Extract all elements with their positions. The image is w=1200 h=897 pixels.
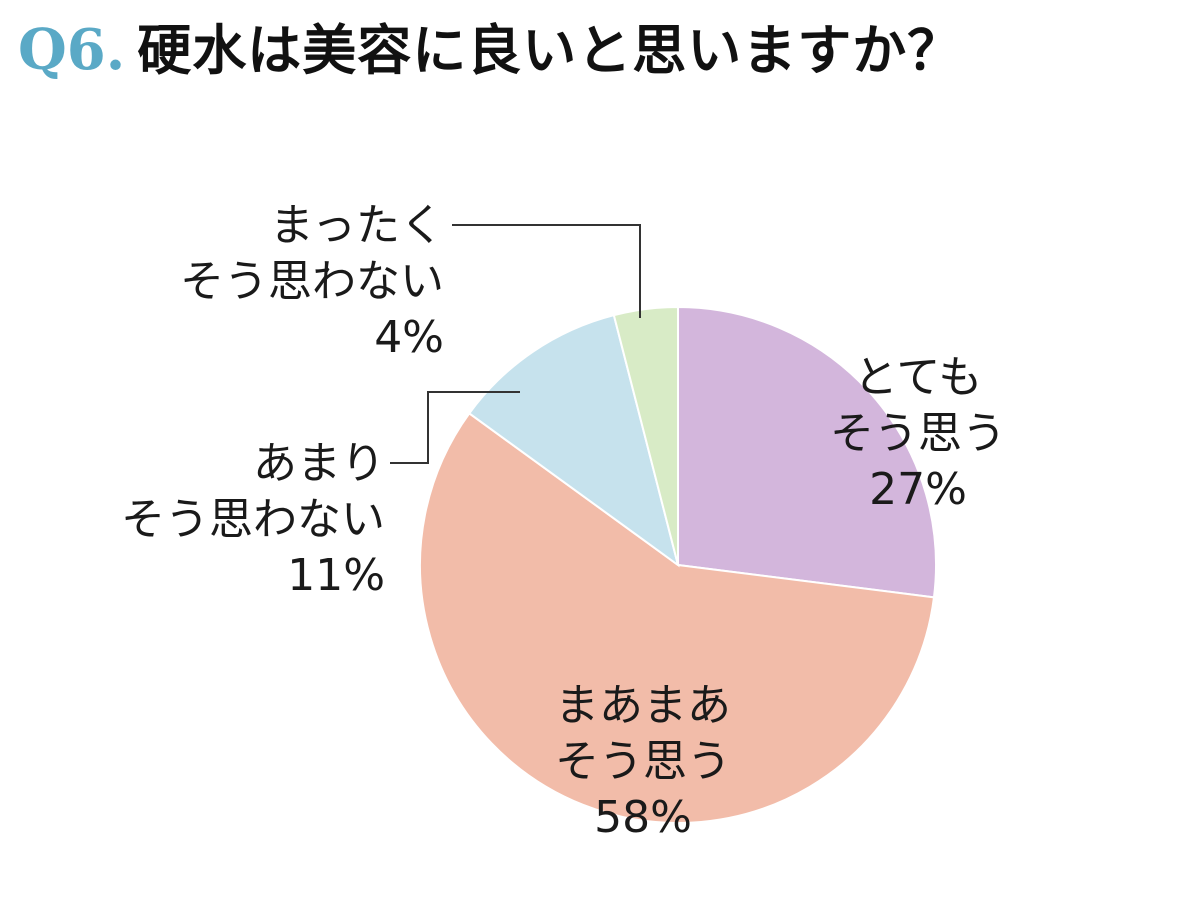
chart-title: Q6. 硬水は美容に良いと思いますか？ <box>18 22 962 78</box>
slice-label-strongly-disagree: まったく そう思わない 4% <box>180 198 444 366</box>
pie-slice-somewhat-agree <box>419 411 936 824</box>
leader-line-somewhat-disagree <box>390 391 520 464</box>
slice-label-line1: まあまあ <box>555 680 731 731</box>
slice-label-line1: まったく <box>269 200 444 251</box>
slice-label-line1: とても <box>853 352 983 403</box>
slice-label-line2: そう思う <box>830 408 1006 459</box>
slice-label-somewhat-disagree: あまり そう思わない 11% <box>121 436 385 604</box>
slice-percent-label: 4% <box>374 312 444 363</box>
slice-label-line1: あまり <box>253 438 385 489</box>
leader-line-strongly-disagree <box>452 224 641 318</box>
slice-label-line2: そう思わない <box>180 256 444 307</box>
slice-label-line2: そう思わない <box>121 494 385 545</box>
slice-percent-label: 11% <box>287 550 385 601</box>
slice-label-line2: そう思う <box>555 736 731 787</box>
slice-label-strongly-agree: とても そう思う 27% <box>830 350 1006 518</box>
slice-percent-label: 27% <box>869 464 967 515</box>
slice-label-somewhat-agree: まあまあ そう思う 58% <box>555 678 731 846</box>
pie-slice-strongly-disagree <box>612 305 679 566</box>
question-number: Q6. <box>18 17 126 83</box>
pie-slice-strongly-agree <box>677 305 937 599</box>
slice-percent-label: 58% <box>594 792 692 843</box>
pie-slice-somewhat-disagree <box>467 313 680 568</box>
leader-lines <box>390 224 641 464</box>
pie-slices <box>419 305 937 824</box>
question-text: 硬水は美容に良いと思いますか？ <box>137 19 963 82</box>
